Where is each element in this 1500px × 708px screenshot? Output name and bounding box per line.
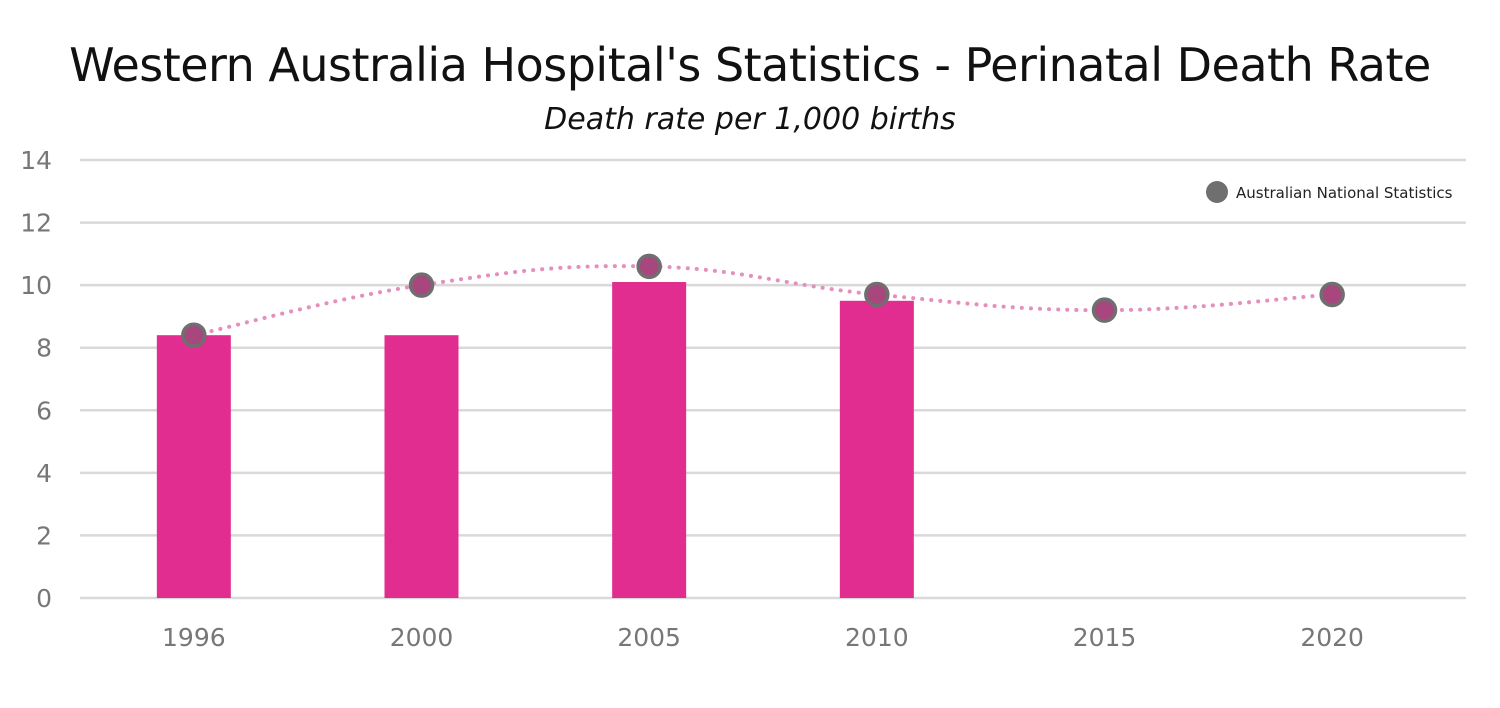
y-tick-label: 6 — [36, 396, 52, 425]
point-2015 — [1091, 297, 1118, 323]
y-tick-label: 8 — [36, 334, 52, 363]
bar-2005 — [612, 282, 687, 598]
y-tick-label: 14 — [20, 146, 52, 175]
x-tick-label: 2000 — [390, 623, 454, 652]
legend-marker — [1206, 181, 1228, 203]
y-tick-label: 4 — [36, 459, 52, 488]
x-tick-label: 2010 — [845, 623, 909, 652]
point-2000 — [408, 272, 435, 298]
point-2005 — [636, 253, 662, 280]
chart-subtitle: Death rate per 1,000 births — [544, 102, 956, 137]
point-2020 — [1319, 281, 1345, 308]
y-tick-label: 0 — [36, 584, 52, 613]
legend-label: Australian National Statistics — [1236, 184, 1453, 202]
bar-2000 — [384, 335, 459, 598]
chart-title: Western Australia Hospital's Statistics … — [69, 38, 1431, 92]
x-tick-label: 2015 — [1073, 623, 1137, 652]
point-1996 — [181, 322, 207, 348]
point-2010 — [864, 281, 890, 308]
x-tick-label: 2020 — [1300, 623, 1364, 652]
x-tick-label: 1996 — [162, 623, 226, 652]
y-tick-label: 10 — [20, 271, 52, 300]
bar-2010 — [839, 300, 914, 598]
bar-1996 — [156, 335, 231, 598]
y-tick-label: 2 — [36, 521, 52, 550]
series-line — [191, 264, 1335, 338]
y-tick-label: 12 — [20, 209, 52, 238]
x-tick-label: 2005 — [617, 623, 681, 652]
